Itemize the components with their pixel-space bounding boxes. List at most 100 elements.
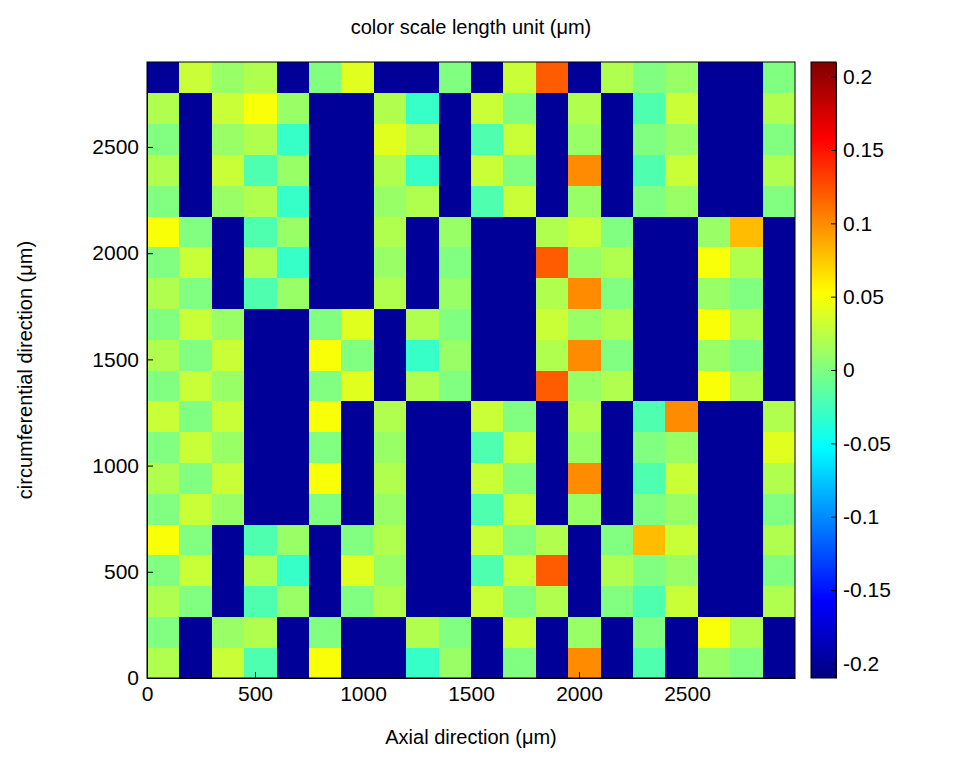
heatmap-cell [341, 401, 374, 432]
heatmap-cell [212, 278, 245, 309]
colorbar [811, 62, 836, 678]
heatmap-cell [374, 586, 407, 617]
heatmap-cell [536, 216, 569, 247]
axis: 05001000150020002500 [92, 63, 153, 690]
heatmap-cell [665, 93, 698, 124]
heatmap-cell [698, 62, 731, 93]
heatmap-cell [147, 154, 180, 185]
heatmap-cell [212, 124, 245, 155]
heatmap-cell [730, 124, 763, 155]
heatmap-cell [212, 462, 245, 493]
heatmap-cell [277, 586, 310, 617]
heatmap-cell [277, 647, 310, 678]
heatmap-cell [439, 154, 472, 185]
heatmap-cell [277, 154, 310, 185]
axis: 05001000150020002500 [142, 672, 796, 705]
heatmap-cell [374, 154, 407, 185]
tick: 1500 [92, 348, 153, 371]
heatmap-cell [406, 462, 439, 493]
heatmap-cell [341, 339, 374, 370]
heatmap-cell [568, 462, 601, 493]
heatmap-cell [698, 154, 731, 185]
heatmap-cell [503, 247, 536, 278]
heatmap-cell [633, 62, 666, 93]
heatmap-cell [439, 93, 472, 124]
tick: 2000 [556, 672, 603, 705]
heatmap-cell [341, 185, 374, 216]
heatmap-cell [406, 616, 439, 647]
heatmap-cell [179, 62, 212, 93]
heatmap-cell [503, 62, 536, 93]
heatmap-cell [471, 555, 504, 586]
heatmap-cell [277, 555, 310, 586]
heatmap-cell [471, 370, 504, 401]
tick-label: 0.15 [843, 138, 884, 161]
heatmap-cell [439, 462, 472, 493]
heatmap-cell [633, 493, 666, 524]
heatmap-cell [244, 616, 277, 647]
heatmap-cell [763, 247, 795, 278]
heatmap-cell [665, 216, 698, 247]
heatmap-cell [406, 370, 439, 401]
heatmap-cell [536, 586, 569, 617]
heatmap-cell [439, 370, 472, 401]
heatmap-cell [374, 432, 407, 463]
heatmap-cell [179, 339, 212, 370]
tick-mark [831, 77, 836, 78]
heatmap-cell [439, 339, 472, 370]
heatmap-cell [277, 370, 310, 401]
heatmap-cell [179, 462, 212, 493]
heatmap-cell [763, 493, 795, 524]
heatmap-cell [244, 555, 277, 586]
heatmap-cell [665, 185, 698, 216]
heatmap-cell [633, 616, 666, 647]
heatmap-cell [536, 339, 569, 370]
heatmap-cell [212, 493, 245, 524]
heatmap-cell [212, 524, 245, 555]
tick-label: -0.15 [843, 578, 891, 601]
heatmap-cell [309, 124, 342, 155]
tick: 1500 [448, 672, 495, 705]
heatmap-cell [341, 647, 374, 678]
heatmap-cell [147, 185, 180, 216]
heatmap-cell [406, 555, 439, 586]
heatmap-cell [212, 555, 245, 586]
heatmap-cell [277, 401, 310, 432]
heatmap-cell [730, 647, 763, 678]
heatmap-cell [633, 524, 666, 555]
tick-label: 0.1 [843, 212, 872, 235]
heatmap-cell [633, 432, 666, 463]
heatmap-cell [244, 62, 277, 93]
heatmap-cell [568, 493, 601, 524]
heatmap-cell [179, 555, 212, 586]
heatmap-cell [244, 185, 277, 216]
heatmap-cell [309, 586, 342, 617]
heatmap-cell [601, 616, 634, 647]
heatmap-cell [763, 370, 795, 401]
heatmap-cell [698, 647, 731, 678]
tick-label: 0.2 [843, 65, 872, 88]
heatmap-cell [503, 616, 536, 647]
heatmap-cell [341, 216, 374, 247]
heatmap-cell [439, 555, 472, 586]
heatmap-cell [406, 308, 439, 339]
heatmap-cell [374, 616, 407, 647]
heatmap-cell [406, 401, 439, 432]
heatmap-cell [147, 432, 180, 463]
heatmap-cell [439, 216, 472, 247]
heatmap-cell [374, 339, 407, 370]
heatmap-cell [179, 278, 212, 309]
heatmap-cell [698, 185, 731, 216]
heatmap-cell [665, 432, 698, 463]
heatmap-cell [730, 185, 763, 216]
heatmap-cell [536, 154, 569, 185]
heatmap-cell [406, 93, 439, 124]
heatmap-cell [374, 62, 407, 93]
heatmap-cell [601, 555, 634, 586]
heatmap-cell [244, 278, 277, 309]
heatmap-cell [763, 524, 795, 555]
heatmap-cell [406, 216, 439, 247]
heatmap-cell [536, 370, 569, 401]
tick: 500 [238, 672, 273, 705]
tick-label: 2500 [92, 135, 139, 158]
